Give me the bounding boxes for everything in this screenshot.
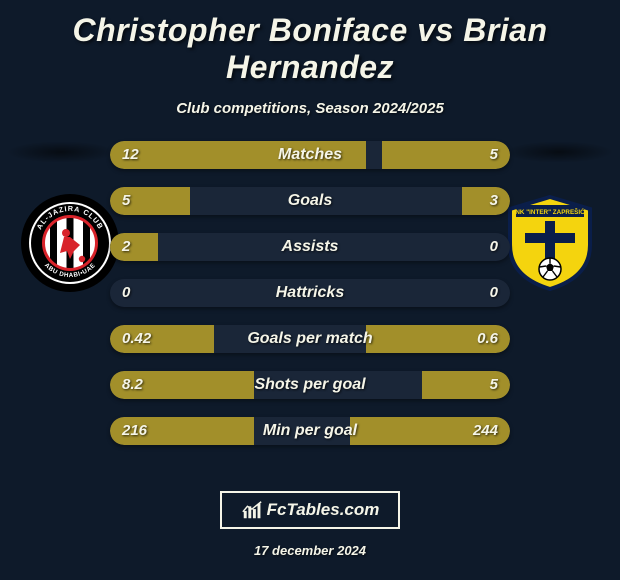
stat-label: Hattricks — [110, 279, 510, 307]
stat-row: 0.420.6Goals per match — [110, 325, 510, 353]
page-title: Christopher Boniface vs Brian Hernandez — [0, 0, 620, 86]
stat-label: Assists — [110, 233, 510, 261]
bar-chart-icon — [241, 499, 263, 521]
team-right-logo: NK "INTER" ZAPREŠIĆ — [500, 193, 600, 293]
footer-brand-text: FcTables.com — [267, 500, 380, 520]
stat-bars: 125Matches 53Goals 20Assists 00Hattricks 0.4… — [110, 141, 510, 463]
stat-row: 20Assists — [110, 233, 510, 261]
shadow-right — [504, 141, 614, 163]
stat-label: Goals per match — [110, 325, 510, 353]
stat-label: Min per goal — [110, 417, 510, 445]
shadow-left — [6, 141, 116, 163]
inter-zapresic-badge-icon: NK "INTER" ZAPREŠIĆ — [500, 193, 600, 293]
stat-label: Shots per goal — [110, 371, 510, 399]
stat-label: Goals — [110, 187, 510, 215]
stat-row: 216244Min per goal — [110, 417, 510, 445]
stat-label: Matches — [110, 141, 510, 169]
stat-row: 00Hattricks — [110, 279, 510, 307]
comparison-container: AL-JAZIRA CLUB ABU DHABI•UAE — [0, 141, 620, 471]
stat-row: 53Goals — [110, 187, 510, 215]
footer-brand: FcTables.com — [220, 491, 400, 529]
al-jazira-badge-icon: AL-JAZIRA CLUB ABU DHABI•UAE — [20, 193, 120, 293]
page-subtitle: Club competitions, Season 2024/2025 — [0, 100, 620, 117]
team-left-logo: AL-JAZIRA CLUB ABU DHABI•UAE — [20, 193, 120, 293]
stat-row: 125Matches — [110, 141, 510, 169]
badge-banner-text: NK "INTER" ZAPREŠIĆ — [515, 207, 585, 216]
footer-date: 17 december 2024 — [0, 543, 620, 558]
stat-row: 8.25Shots per goal — [110, 371, 510, 399]
